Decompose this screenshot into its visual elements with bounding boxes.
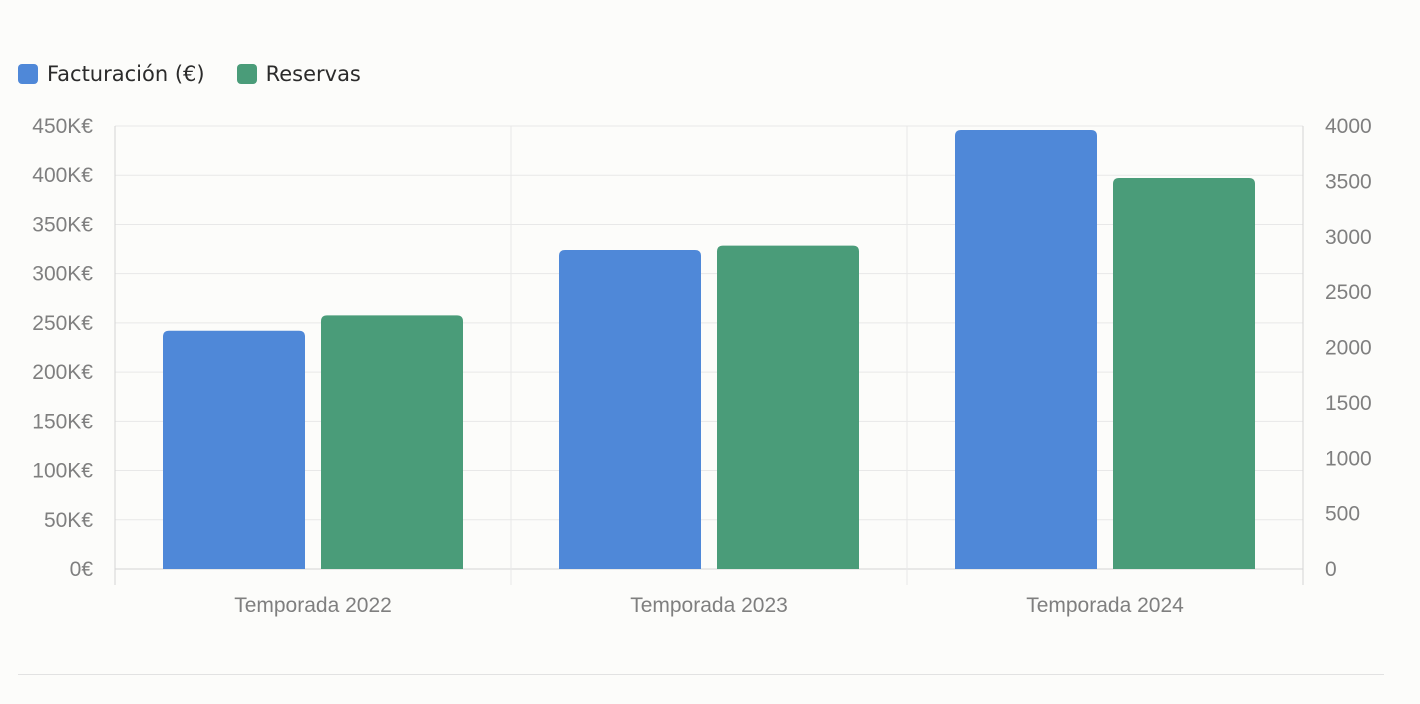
legend-swatch-reservas bbox=[236, 64, 257, 84]
bar-facturacion-2 bbox=[955, 129, 1097, 569]
y-left-tick-label: 350K€ bbox=[32, 213, 93, 236]
bar-reservas-1 bbox=[717, 245, 859, 570]
bar-facturacion-0 bbox=[163, 330, 305, 569]
y-right-tick-label: 2500 bbox=[1325, 281, 1372, 304]
y-right-tick-label: 0 bbox=[1325, 558, 1337, 581]
bar-facturacion-1 bbox=[559, 250, 701, 570]
legend-label-facturacion: Facturación (€) bbox=[47, 62, 205, 86]
y-left-tick-label: 200K€ bbox=[32, 361, 93, 384]
bottom-divider bbox=[18, 674, 1384, 675]
x-tick-label: Temporada 2022 bbox=[234, 594, 392, 617]
legend-swatch-facturacion bbox=[18, 64, 38, 84]
legend-label-reservas: Reservas bbox=[265, 62, 361, 86]
y-right-tick-label: 500 bbox=[1325, 503, 1360, 526]
y-left-tick-label: 0€ bbox=[70, 558, 94, 581]
y-left-tick-label: 150K€ bbox=[32, 410, 93, 433]
x-tick-label: Temporada 2024 bbox=[1026, 594, 1184, 617]
y-right-tick-label: 4000 bbox=[1325, 115, 1372, 138]
bar-reservas-2 bbox=[1113, 178, 1255, 570]
legend-item-facturacion[interactable]: Facturación (€) bbox=[18, 62, 205, 86]
legend-item-reservas[interactable]: Reservas bbox=[236, 62, 361, 86]
y-left-tick-label: 400K€ bbox=[32, 164, 93, 187]
y-left-tick-label: 450K€ bbox=[32, 115, 93, 138]
y-left-tick-label: 100K€ bbox=[32, 460, 93, 483]
bar-reservas-0 bbox=[321, 315, 463, 569]
y-left-tick-label: 50K€ bbox=[44, 509, 93, 532]
y-right-tick-label: 1500 bbox=[1325, 392, 1372, 415]
y-right-tick-label: 3500 bbox=[1325, 170, 1372, 193]
y-right-tick-label: 2000 bbox=[1325, 337, 1372, 360]
y-left-tick-label: 250K€ bbox=[32, 312, 93, 335]
y-right-tick-label: 1000 bbox=[1325, 447, 1372, 470]
x-tick-label: Temporada 2023 bbox=[630, 594, 788, 617]
y-right-tick-label: 3000 bbox=[1325, 226, 1372, 249]
chart-legend: Facturación (€) Reservas bbox=[18, 62, 361, 86]
y-left-tick-label: 300K€ bbox=[32, 263, 93, 286]
